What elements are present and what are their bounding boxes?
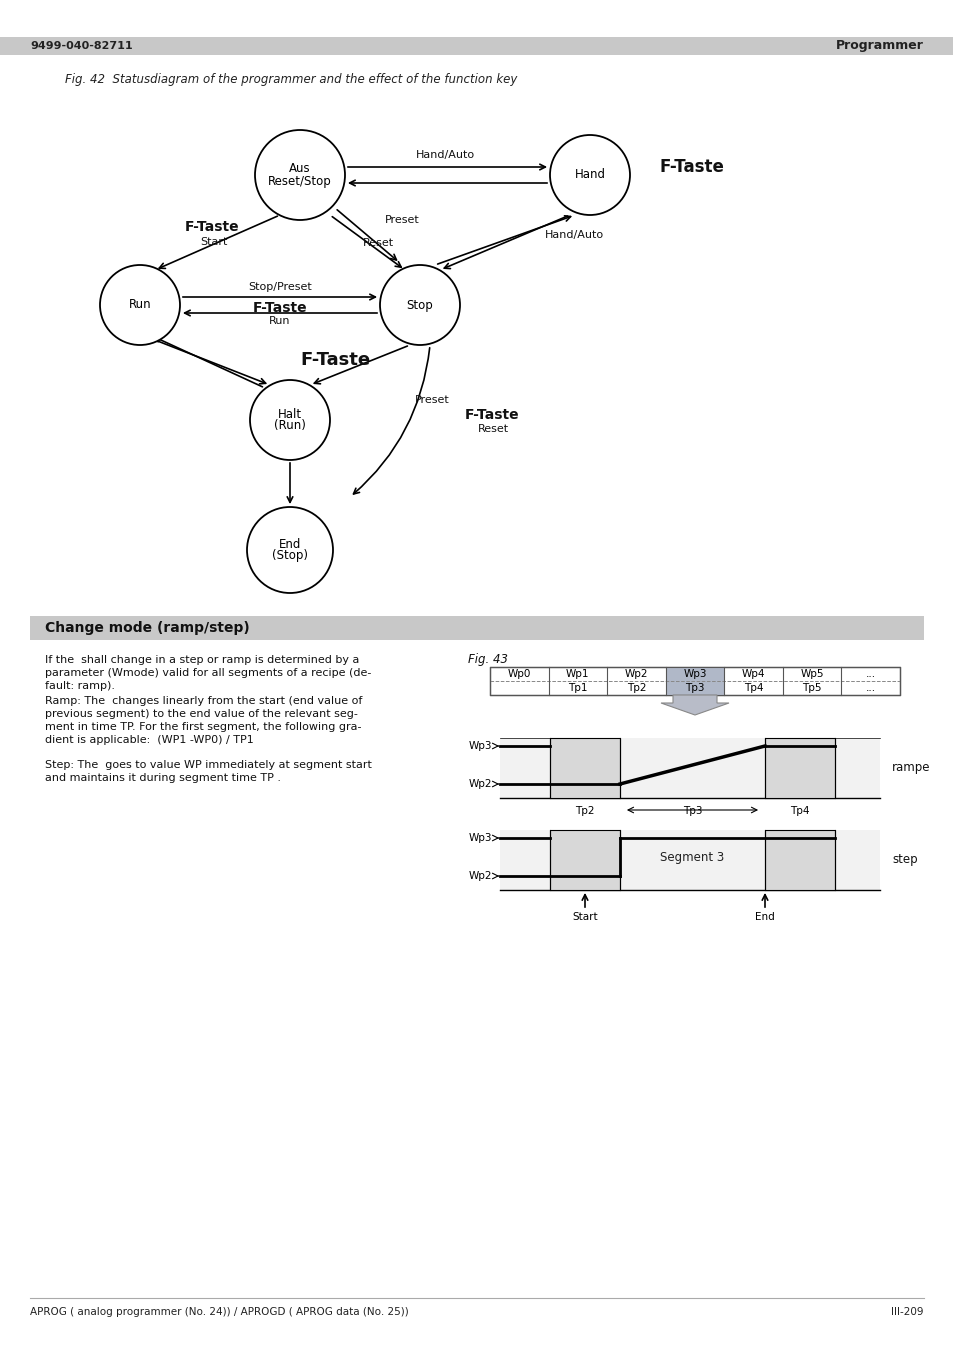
- Text: Run: Run: [269, 316, 291, 325]
- Text: Ramp: The  changes linearly from the start (end value of: Ramp: The changes linearly from the star…: [45, 697, 362, 706]
- Text: Wp5: Wp5: [800, 670, 823, 679]
- Text: Wp2: Wp2: [624, 670, 647, 679]
- Bar: [764, 738, 834, 798]
- Text: F-Taste: F-Taste: [185, 220, 239, 234]
- Text: Tp3: Tp3: [682, 806, 701, 815]
- Text: Fig. 42  Statusdiagram of the programmer and the effect of the function key: Fig. 42 Statusdiagram of the programmer …: [65, 73, 517, 86]
- Bar: [499, 830, 879, 890]
- Text: ...: ...: [864, 670, 875, 679]
- Text: Start: Start: [200, 238, 227, 247]
- Text: Tp2: Tp2: [575, 806, 594, 815]
- Text: Run: Run: [129, 298, 152, 312]
- Bar: [30, 616, 923, 640]
- Text: Start: Start: [572, 913, 598, 922]
- Text: If the  shall change in a step or ramp is determined by a: If the shall change in a step or ramp is…: [45, 655, 359, 666]
- Text: Stop: Stop: [406, 298, 433, 312]
- Text: Wp3: Wp3: [468, 741, 492, 751]
- Text: Wp1: Wp1: [565, 670, 589, 679]
- Text: Wp2: Wp2: [468, 871, 492, 882]
- Text: End: End: [755, 913, 774, 922]
- Text: previous segment) to the end value of the relevant seg-: previous segment) to the end value of th…: [45, 709, 357, 720]
- Text: Stop/Preset: Stop/Preset: [248, 282, 312, 292]
- Text: (Stop): (Stop): [272, 549, 308, 563]
- Text: III-209: III-209: [890, 1307, 923, 1318]
- Text: (Run): (Run): [274, 420, 306, 432]
- Circle shape: [550, 135, 629, 215]
- Text: Tp5: Tp5: [801, 683, 821, 693]
- Text: Tp4: Tp4: [743, 683, 762, 693]
- Bar: [550, 830, 619, 890]
- Text: F-Taste: F-Taste: [659, 158, 724, 176]
- Text: ...: ...: [864, 683, 875, 693]
- Text: Wp0: Wp0: [507, 670, 531, 679]
- Text: Programmer: Programmer: [835, 39, 923, 53]
- Circle shape: [254, 130, 345, 220]
- Text: F-Taste: F-Taste: [253, 301, 307, 315]
- Text: rampe: rampe: [891, 761, 929, 775]
- Text: F-Taste: F-Taste: [464, 408, 519, 423]
- Text: Reset: Reset: [477, 424, 509, 433]
- Text: Hand/Auto: Hand/Auto: [544, 230, 603, 240]
- Bar: [764, 830, 834, 890]
- Text: step: step: [891, 853, 917, 867]
- Text: Tp3: Tp3: [684, 683, 704, 693]
- Text: 9499-040-82711: 9499-040-82711: [30, 40, 132, 51]
- Circle shape: [250, 379, 330, 460]
- Text: ment in time TP. For the first segment, the following gra-: ment in time TP. For the first segment, …: [45, 722, 361, 732]
- Text: Aus: Aus: [289, 162, 311, 176]
- Circle shape: [100, 265, 180, 346]
- Bar: [0, 36, 953, 55]
- Circle shape: [247, 508, 333, 593]
- Text: parameter (Wmode) valid for all segments of a recipe (de-: parameter (Wmode) valid for all segments…: [45, 668, 371, 678]
- Bar: [550, 738, 619, 798]
- Text: Tp2: Tp2: [626, 683, 645, 693]
- Bar: [499, 738, 879, 798]
- Text: Hand: Hand: [574, 169, 605, 181]
- Text: APROG ( analog programmer (No. 24)) / APROGD ( APROG data (No. 25)): APROG ( analog programmer (No. 24)) / AP…: [30, 1307, 408, 1318]
- Text: Reset: Reset: [363, 238, 394, 248]
- Text: Tp4: Tp4: [789, 806, 809, 815]
- Text: Preset: Preset: [385, 215, 419, 225]
- Text: Preset: Preset: [415, 396, 449, 405]
- Text: Reset/Stop: Reset/Stop: [268, 174, 332, 188]
- Text: dient is applicable:  (WP1 -WP0) / TP1: dient is applicable: (WP1 -WP0) / TP1: [45, 734, 253, 745]
- Text: Wp2: Wp2: [468, 779, 492, 788]
- Text: End: End: [278, 537, 301, 551]
- Text: Wp4: Wp4: [741, 670, 764, 679]
- Text: Halt: Halt: [277, 408, 302, 420]
- Text: Step: The  goes to value WP immediately at segment start: Step: The goes to value WP immediately a…: [45, 760, 372, 770]
- Text: F-Taste: F-Taste: [299, 351, 370, 369]
- Text: and maintains it during segment time TP .: and maintains it during segment time TP …: [45, 774, 281, 783]
- Text: Wp3: Wp3: [468, 833, 492, 842]
- Bar: [665, 667, 723, 695]
- Text: Hand/Auto: Hand/Auto: [415, 150, 474, 161]
- Text: Segment 3: Segment 3: [659, 850, 724, 864]
- Text: Fig. 43: Fig. 43: [468, 653, 507, 666]
- Text: Tp1: Tp1: [568, 683, 587, 693]
- Bar: [490, 667, 899, 695]
- Text: Change mode (ramp/step): Change mode (ramp/step): [45, 621, 250, 634]
- Text: Wp3: Wp3: [682, 670, 706, 679]
- Polygon shape: [660, 695, 728, 716]
- Circle shape: [379, 265, 459, 346]
- Text: fault: ramp).: fault: ramp).: [45, 680, 115, 691]
